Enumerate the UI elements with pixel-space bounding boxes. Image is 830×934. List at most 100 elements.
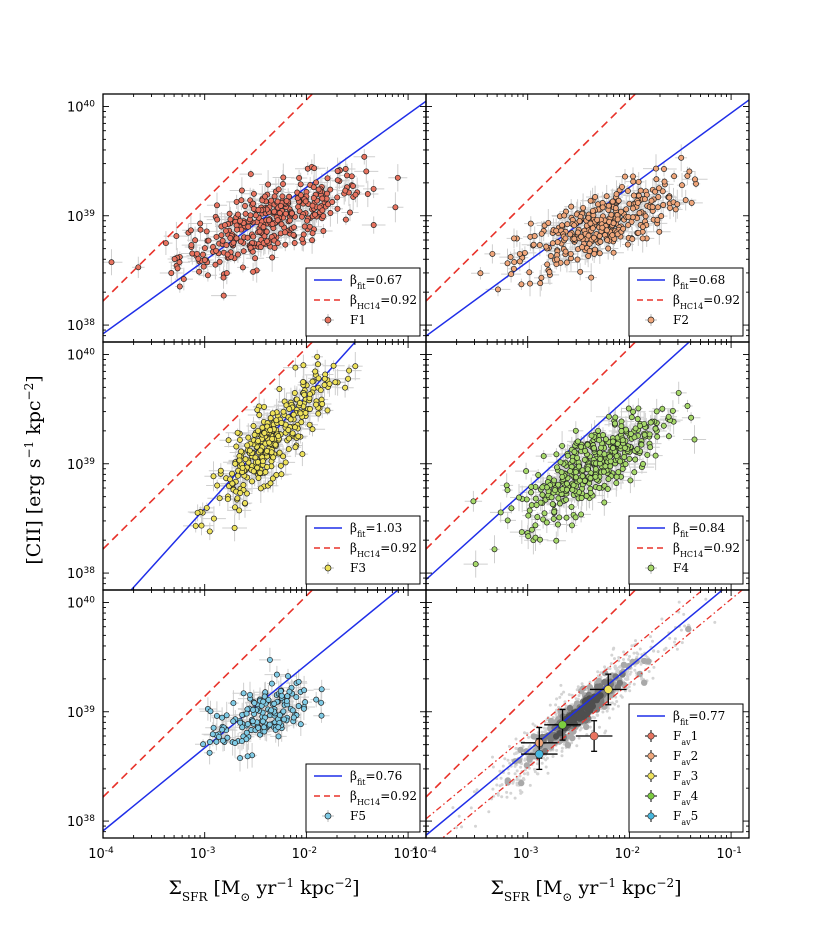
data-point	[282, 459, 289, 466]
data-point	[264, 238, 270, 245]
data-point	[296, 400, 303, 406]
data-point	[649, 204, 656, 210]
data-point	[556, 514, 563, 521]
data-point	[206, 528, 213, 535]
legend-hc14-label: βHC14=0.92	[673, 541, 740, 559]
data-point	[587, 197, 594, 204]
data-point	[252, 212, 259, 219]
data-point	[363, 168, 370, 175]
data-point	[661, 178, 668, 185]
data-point	[567, 250, 574, 257]
data-point	[252, 255, 259, 262]
data-point	[521, 249, 528, 256]
data-point	[666, 194, 673, 201]
data-point	[536, 242, 543, 249]
legend-point-swatch	[647, 316, 655, 324]
data-point	[508, 271, 515, 278]
data-point	[237, 238, 244, 245]
data-point	[613, 191, 620, 198]
data-point	[321, 382, 328, 388]
data-point	[306, 421, 313, 428]
data-point	[583, 493, 590, 499]
data-point	[265, 217, 272, 224]
data-point	[295, 433, 302, 440]
data-point	[665, 433, 672, 440]
data-point	[555, 495, 562, 502]
data-point	[596, 485, 603, 491]
data-point	[504, 487, 511, 494]
data-point	[217, 467, 224, 474]
data-point	[625, 222, 632, 229]
data-point	[247, 171, 254, 178]
data-point	[194, 250, 200, 257]
data-point	[635, 229, 642, 236]
data-point	[688, 414, 695, 421]
data-point	[525, 512, 532, 519]
data-point	[274, 217, 281, 224]
data-point	[538, 230, 545, 237]
data-point	[559, 222, 565, 229]
data-point	[329, 199, 336, 205]
data-point	[575, 463, 582, 470]
data-point	[346, 367, 353, 374]
data-point	[667, 204, 673, 211]
data-point	[653, 408, 660, 415]
data-point	[256, 228, 263, 235]
data-point	[504, 260, 511, 267]
hc14-line	[103, 342, 314, 550]
y-tick-label: 1039	[67, 457, 95, 473]
data-point	[539, 484, 546, 491]
plot-area	[103, 94, 426, 335]
y-tick-label: 1038	[67, 566, 95, 582]
data-point	[571, 222, 578, 229]
data-point	[306, 391, 313, 398]
beta-sub: HC14	[680, 550, 703, 559]
beta-sub: fit	[680, 530, 689, 539]
data-point	[495, 286, 501, 293]
data-point	[299, 451, 306, 458]
data-point	[319, 207, 326, 214]
data-point	[550, 515, 557, 522]
data-point	[270, 454, 277, 461]
data-point	[551, 477, 558, 484]
data-point	[558, 469, 565, 476]
data-point	[236, 457, 243, 464]
data-point	[320, 213, 327, 220]
data-point	[311, 165, 318, 172]
data-point	[615, 469, 622, 476]
data-point	[504, 517, 511, 524]
hc14-line	[426, 94, 637, 302]
data-point	[223, 270, 230, 277]
tick-exp: 39	[84, 209, 96, 219]
data-point	[630, 192, 637, 199]
data-point	[661, 166, 667, 172]
data-point	[539, 491, 546, 498]
data-points	[470, 389, 698, 568]
plot-area	[426, 94, 749, 337]
data-point	[603, 227, 610, 234]
data-point	[234, 495, 241, 502]
data-point	[624, 241, 631, 248]
tick-base: 10	[67, 567, 84, 582]
data-point	[574, 229, 581, 236]
data-point	[584, 441, 591, 448]
data-point	[577, 268, 584, 275]
data-point	[291, 390, 298, 396]
data-point	[274, 240, 281, 247]
data-point	[652, 188, 659, 195]
legend-field-label: F2	[673, 313, 689, 327]
beta-sub: fit	[357, 282, 366, 291]
data-point	[561, 212, 568, 219]
data-point	[588, 432, 595, 439]
data-point	[269, 254, 276, 261]
data-point	[187, 227, 194, 234]
data-point	[659, 405, 666, 412]
data-point	[639, 223, 646, 230]
data-point	[240, 248, 247, 255]
data-point	[259, 424, 266, 431]
data-point	[247, 212, 254, 219]
beta-sub: fit	[357, 530, 366, 539]
data-point	[572, 514, 579, 521]
data-point	[568, 203, 575, 210]
data-point	[534, 514, 541, 520]
